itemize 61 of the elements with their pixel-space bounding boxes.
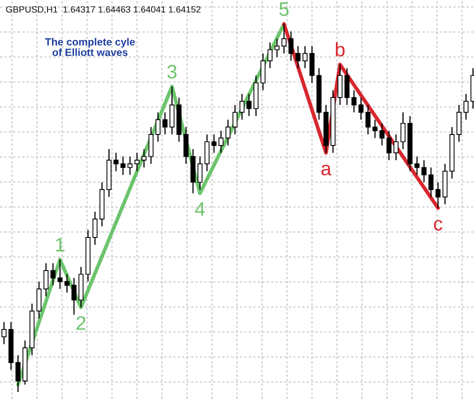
annotation: b	[336, 42, 345, 56]
candlestick	[372, 119, 378, 139]
candlestick	[302, 46, 308, 69]
candlestick	[337, 64, 343, 106]
candlestick	[232, 104, 238, 135]
annotation: 4	[195, 202, 205, 216]
candlestick	[162, 112, 168, 135]
candlestick	[64, 274, 70, 294]
candlestick	[365, 104, 371, 135]
candlestick	[225, 119, 231, 146]
candlestick	[92, 211, 98, 246]
candlestick	[57, 258, 63, 290]
candlestick	[211, 134, 217, 154]
candlestick	[274, 38, 280, 58]
candlestick	[351, 90, 357, 113]
candlestick	[204, 134, 210, 172]
candlestick	[400, 112, 406, 150]
candlestick	[358, 97, 364, 120]
candlestick	[393, 134, 399, 161]
annotation: The complete cyle of Elliott waves	[45, 38, 135, 56]
candlestick	[463, 93, 469, 120]
candlestick	[344, 68, 350, 106]
candlestick	[239, 93, 245, 120]
candlestick	[386, 130, 392, 161]
candlestick	[197, 156, 203, 190]
candlestick	[421, 160, 427, 183]
candlestick	[295, 46, 301, 69]
candlestick	[309, 46, 315, 84]
candlestick	[169, 86, 175, 135]
annotation: 5	[279, 2, 289, 16]
candlestick	[50, 262, 56, 286]
annotation: a	[321, 164, 332, 176]
annotation: c	[434, 220, 442, 231]
candlestick	[127, 156, 133, 176]
candlestick	[267, 42, 273, 69]
candlestick	[120, 156, 126, 176]
candlestick	[134, 152, 140, 172]
candlestick	[43, 262, 49, 297]
candlestick	[1, 322, 7, 345]
candlestick	[15, 354, 21, 393]
chart-title: GBPUSD,H1 1.64317 1.64463 1.64041 1.64152	[6, 6, 200, 14]
candlestick	[435, 182, 441, 209]
annotation: 1	[56, 238, 64, 252]
candlestick	[379, 122, 385, 146]
candlestick	[281, 23, 287, 54]
candlestick	[288, 30, 294, 62]
annotation: 3	[167, 64, 177, 79]
candlestick	[260, 52, 266, 91]
candlestick	[218, 130, 224, 154]
candlestick	[246, 93, 252, 117]
candlestick	[428, 166, 434, 198]
candlestick	[36, 281, 42, 319]
candlestick	[155, 112, 161, 142]
candlestick	[141, 148, 147, 168]
candlestick	[113, 152, 119, 172]
candlestick	[414, 156, 420, 176]
annotation: 2	[76, 316, 86, 330]
candlestick	[71, 277, 77, 316]
candlestick	[183, 126, 189, 164]
candlestick	[148, 126, 154, 164]
candlestick	[456, 104, 462, 142]
